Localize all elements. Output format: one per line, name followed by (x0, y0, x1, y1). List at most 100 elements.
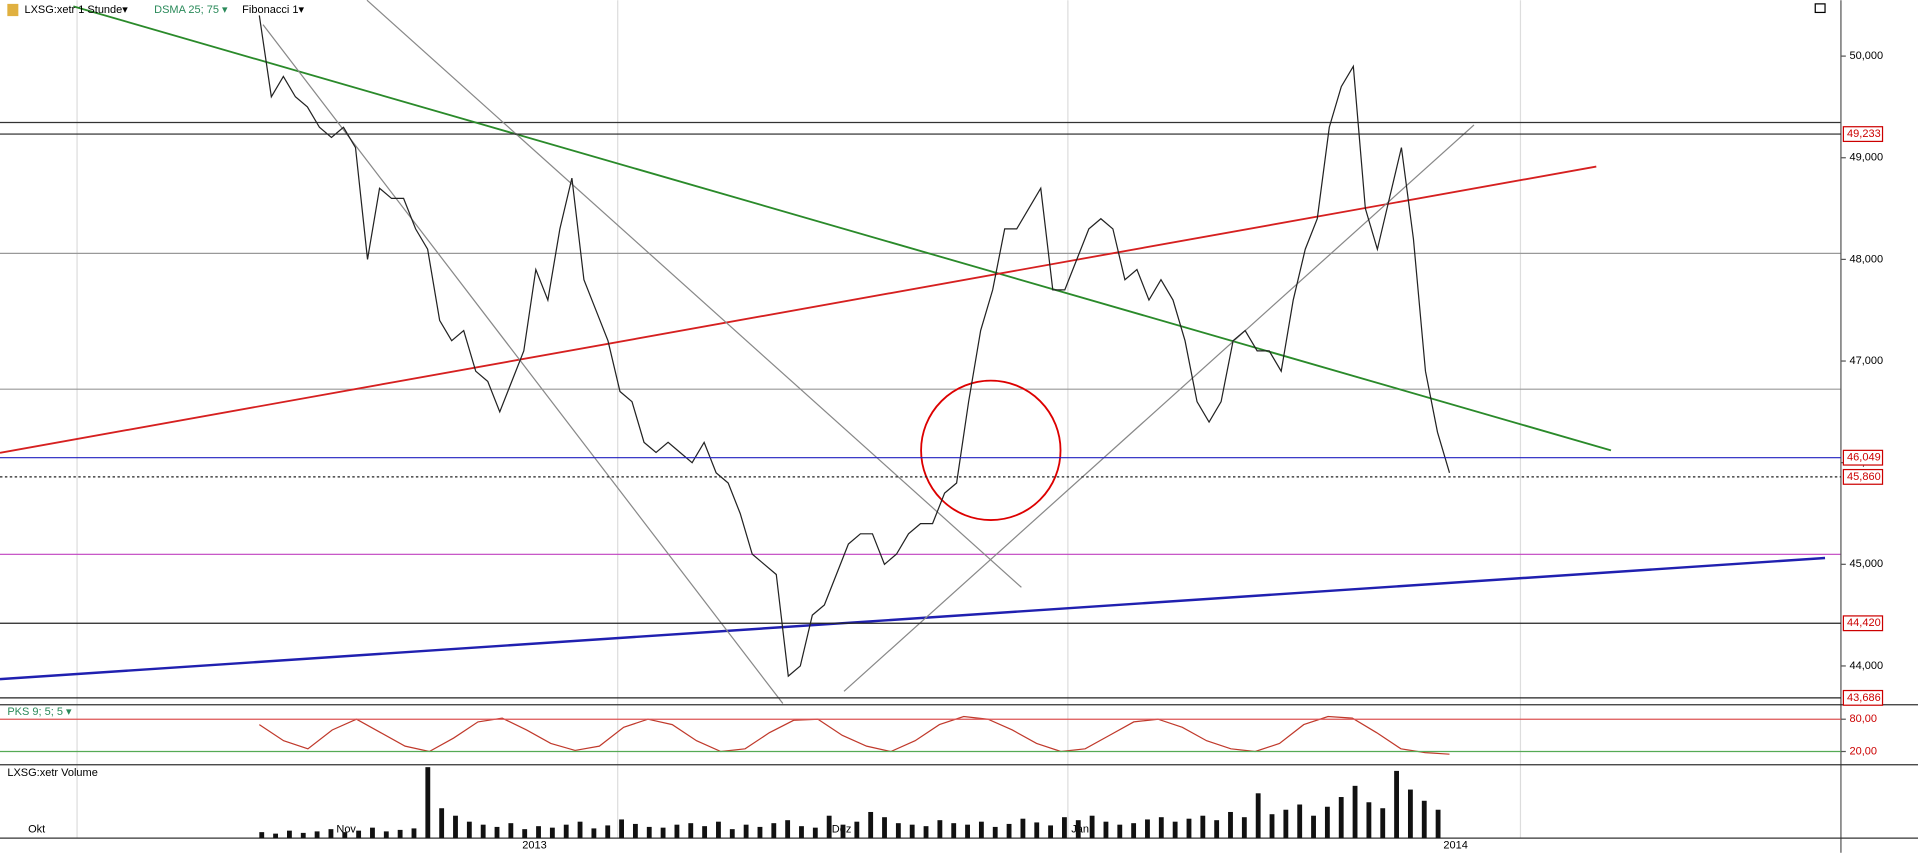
volume-bar (840, 824, 846, 839)
level-label: 45,860 (1847, 471, 1881, 483)
highlight-circle (920, 379, 1062, 521)
y-tick-label: 49,000 (1850, 152, 1884, 164)
volume-bar (1338, 797, 1344, 839)
volume-bar (328, 829, 334, 839)
volume-bar (300, 832, 306, 839)
year-label: 2013 (522, 839, 546, 851)
volume-bar (1241, 817, 1247, 839)
volume-bar (1352, 785, 1358, 839)
volume-bar (439, 808, 445, 839)
y-tick-label: 80,00 (1850, 713, 1878, 725)
volume-bar (1145, 819, 1150, 839)
volume-bar (688, 823, 694, 839)
trend-line (73, 5, 1612, 452)
volume-bar (757, 826, 763, 839)
y-tick-label: 45,000 (1850, 558, 1884, 570)
volume-bar (480, 824, 486, 839)
volume-bar (619, 819, 624, 839)
y-tick-label: 20,00 (1850, 745, 1878, 757)
volume-bar (1075, 820, 1081, 839)
level-label: 44,420 (1847, 617, 1881, 629)
volume-bar (563, 824, 569, 839)
indicator[interactable]: DSMA 25; 75 ▾ (154, 4, 228, 16)
level-box (1842, 449, 1884, 466)
volume-bar (1269, 814, 1275, 839)
volume-bar (895, 823, 901, 839)
volume-bar (909, 824, 915, 839)
volume-bar (1131, 823, 1137, 839)
volume-bar (965, 824, 970, 839)
level-box (1842, 615, 1884, 632)
volume-bar (577, 821, 583, 839)
volume-bar (1020, 818, 1026, 839)
year-label: 2014 (1443, 839, 1467, 851)
volume-bar (646, 826, 652, 839)
volume-bar (1103, 821, 1109, 839)
volume-bar (1158, 817, 1164, 839)
level-box (1842, 468, 1884, 485)
volume-bar (729, 829, 735, 839)
trend-line (0, 165, 1597, 454)
y-tick-label: 48,000 (1850, 253, 1884, 265)
volume-bar (508, 823, 514, 839)
volume-bar (522, 829, 528, 839)
volume-bar (1214, 820, 1220, 839)
volume-bar (992, 826, 998, 839)
level-box (1842, 126, 1884, 143)
volume-bar (923, 826, 929, 839)
volume-bar (1394, 770, 1399, 839)
channel-line (366, 0, 1022, 588)
volume-bar (259, 832, 265, 839)
volume-bar (771, 823, 777, 839)
y-tick-label: 47,000 (1850, 355, 1884, 367)
window-button[interactable] (1814, 3, 1826, 14)
volume-bar (383, 831, 389, 839)
volume-bar (854, 821, 860, 839)
volume-bar (868, 811, 874, 839)
volume-bar (1117, 824, 1123, 839)
x-tick-label: Okt (28, 823, 45, 835)
volume-bar (466, 821, 472, 839)
volume-bar (812, 827, 818, 839)
volume-bar (702, 826, 708, 839)
volume-bar (1034, 822, 1040, 839)
y-tick-label: 44,000 (1850, 660, 1884, 672)
volume-bar (1297, 804, 1303, 839)
volume-bar (716, 821, 721, 839)
y-tick-label: 50,000 (1850, 50, 1884, 62)
volume-bar (397, 829, 403, 839)
volume-bar (951, 823, 957, 839)
volume-bar (1200, 815, 1206, 839)
volume-bar (1407, 789, 1413, 839)
price-line (258, 15, 1451, 678)
volume-bar (785, 820, 791, 839)
volume-bar (1006, 823, 1012, 839)
chart-title: LXSG:xetr 1 Stunde▾ (24, 4, 128, 16)
volume-bar (978, 821, 984, 839)
volume-bar (1048, 825, 1054, 839)
volume-bar (1435, 809, 1441, 839)
volume-bar (1186, 818, 1192, 839)
volume-bar (1228, 811, 1233, 839)
volume-bar (1324, 806, 1330, 839)
level-label: 43,686 (1847, 692, 1881, 704)
volume-bar (1283, 809, 1289, 839)
volume-bar (660, 827, 666, 839)
panel-title: LXSG:xetr Volume (7, 767, 97, 779)
volume-bar (287, 830, 292, 839)
volume-bar (1366, 802, 1372, 839)
volume-bar (1089, 815, 1095, 839)
level-label: 49,233 (1847, 128, 1881, 140)
volume-bar (1380, 808, 1386, 839)
indicator[interactable]: Fibonacci 1▾ (242, 4, 304, 16)
volume-bar (370, 827, 375, 839)
volume-bar (549, 827, 555, 839)
volume-bar (1062, 817, 1067, 839)
volume-bar (743, 824, 749, 839)
volume-bar (425, 767, 431, 839)
volume-bar (342, 832, 348, 839)
volume-bar (314, 831, 320, 839)
